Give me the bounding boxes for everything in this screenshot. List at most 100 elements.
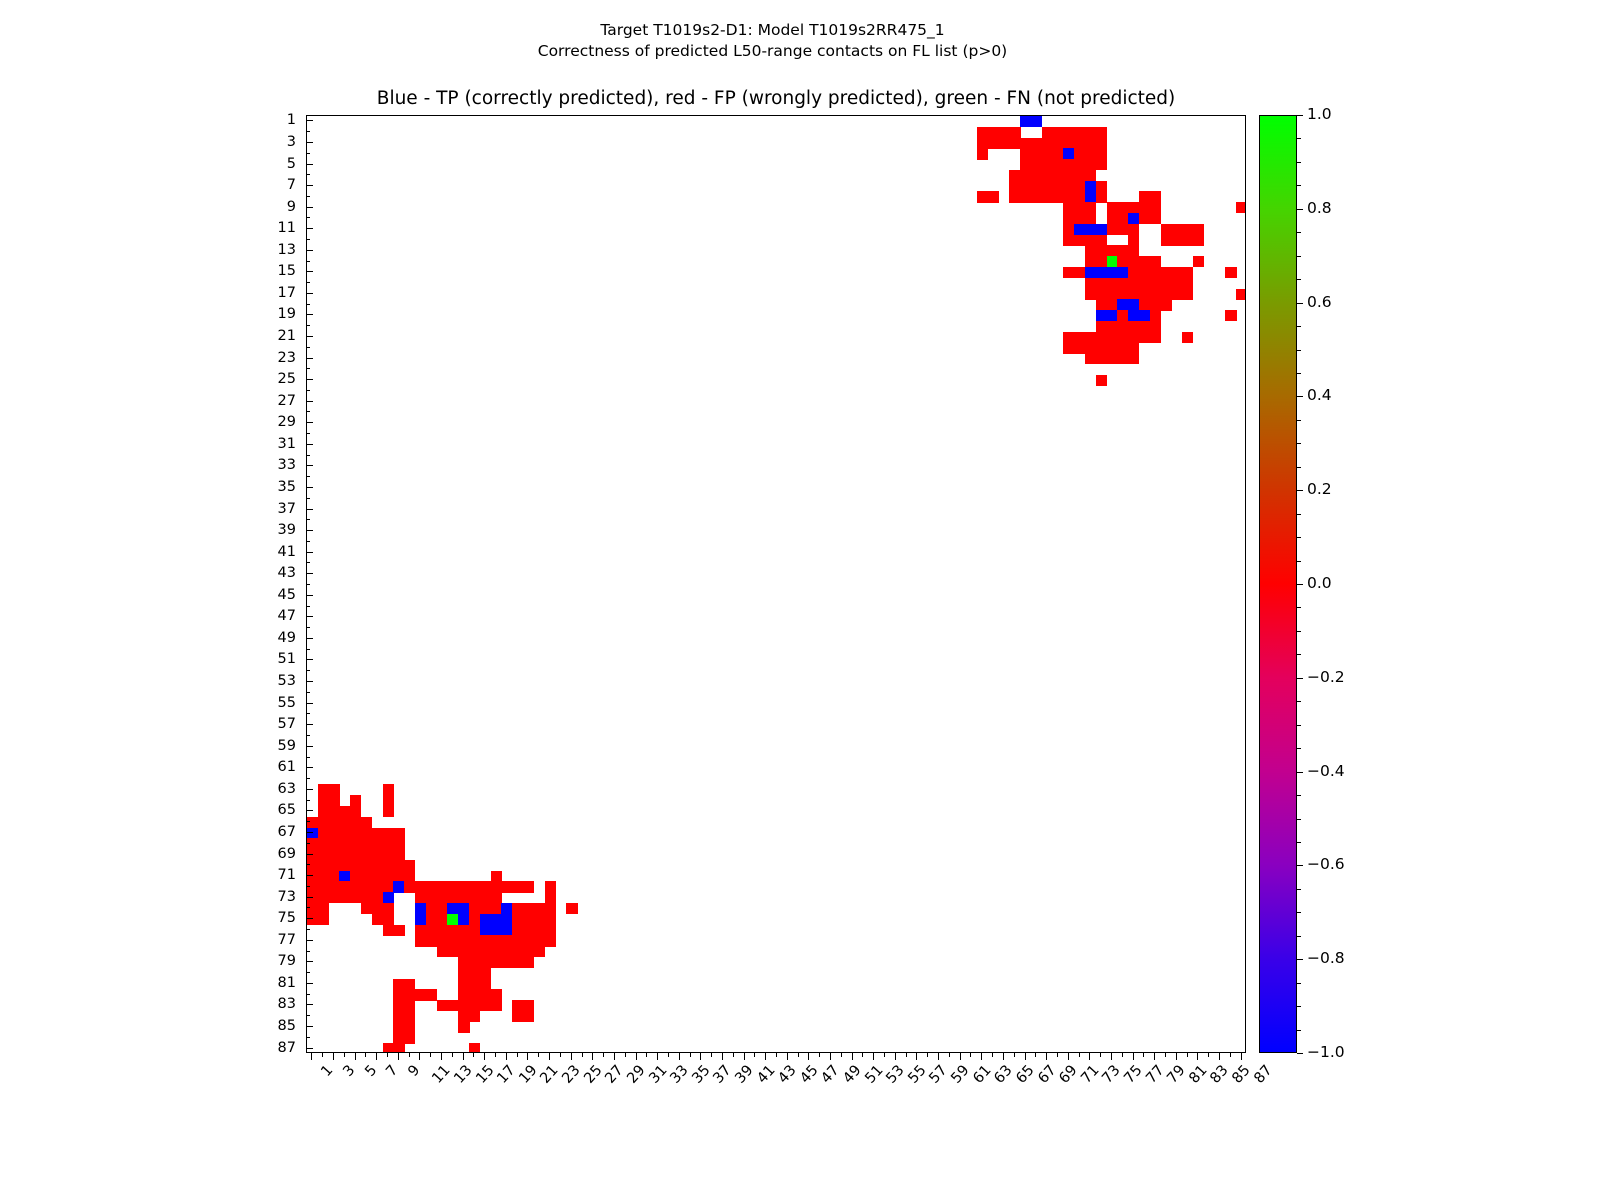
contact-cell: [371, 827, 384, 839]
contact-cell: [307, 903, 319, 915]
y-axis-tick: [306, 842, 310, 844]
x-axis-tick: [1121, 1053, 1123, 1057]
x-axis-tick: [732, 1053, 734, 1057]
figure-suptitle-line1: Target T1019s2-D1: Model T1019s2RR475_1: [600, 21, 945, 39]
y-axis-tick: [306, 120, 313, 122]
x-axis-tick-label: 49: [840, 1062, 864, 1086]
y-axis-tick-label: 57: [277, 716, 296, 733]
y-axis-tick: [306, 476, 310, 478]
contact-cell: [1009, 180, 1021, 192]
y-axis-tick-label: 69: [277, 845, 296, 862]
contact-cell: [458, 1021, 470, 1033]
contact-cell: [1084, 353, 1097, 365]
y-axis-tick: [306, 756, 310, 758]
contact-cell: [1117, 202, 1129, 214]
y-axis-tick: [306, 292, 313, 294]
contact-cell: [1020, 180, 1032, 192]
contact-map-plot[interactable]: [306, 115, 1246, 1053]
y-axis-tick: [306, 163, 313, 165]
y-axis-tick: [306, 584, 310, 585]
contact-cell: [479, 913, 492, 926]
contact-cell: [1063, 234, 1075, 246]
y-axis-tick: [306, 778, 310, 780]
y-axis-tick: [306, 788, 313, 790]
contact-cell: [1063, 169, 1075, 182]
y-axis-tick: [306, 497, 310, 499]
colorbar-tick-label: 0.2: [1307, 480, 1332, 499]
contact-cell: [501, 956, 513, 969]
contact-cell: [1106, 256, 1118, 268]
contact-cell: [1041, 169, 1053, 182]
y-axis-tick: [306, 368, 310, 370]
contact-cell: [447, 881, 459, 893]
y-axis-tick: [306, 993, 310, 995]
x-axis-tick: [322, 1053, 324, 1057]
contact-cell: [425, 913, 438, 926]
y-axis-tick-label: 75: [277, 910, 296, 927]
x-axis-tick-label-text: 23: [559, 1062, 584, 1087]
colorbar-tick: [1297, 279, 1301, 281]
x-axis-tick-label-text: 15: [473, 1062, 498, 1087]
contact-cell: [1149, 191, 1161, 203]
contact-cell: [1084, 288, 1097, 300]
y-axis-tick: [306, 691, 310, 693]
contact-cell: [404, 1021, 416, 1033]
y-axis-tick: [306, 670, 310, 672]
colorbar-tick: [1297, 748, 1301, 750]
y-axis-tick: [306, 422, 313, 424]
y-axis-tick-label: 65: [277, 802, 296, 819]
contact-cell: [350, 838, 362, 850]
contact-cell: [382, 870, 394, 882]
contact-cell: [987, 126, 999, 138]
x-axis-tick: [1164, 1053, 1166, 1057]
y-axis-tick: [306, 594, 313, 596]
y-axis-tick: [306, 605, 310, 607]
colorbar-tick: [1297, 138, 1301, 140]
colorbar[interactable]: [1259, 115, 1297, 1053]
contact-cell: [393, 978, 405, 990]
contact-cell: [1009, 126, 1021, 138]
x-axis-tick: [754, 1053, 756, 1057]
colorbar-tick: [1297, 795, 1301, 797]
x-axis-tick-label: 79: [1165, 1062, 1189, 1086]
y-axis-tick: [306, 530, 313, 532]
contact-cell: [512, 913, 524, 926]
contact-cell: [317, 859, 330, 872]
contact-cell: [307, 892, 319, 904]
y-axis-tick: [306, 929, 310, 930]
contact-cell: [1095, 191, 1107, 203]
x-axis-tick: [430, 1053, 432, 1057]
x-axis-tick-label-text: 65: [1013, 1062, 1038, 1087]
x-axis-tick: [1186, 1053, 1188, 1057]
y-axis-tick: [306, 217, 310, 219]
contact-cell: [1074, 169, 1086, 182]
colorbar-tick: [1297, 302, 1303, 304]
contact-cell: [1149, 331, 1161, 343]
contact-cell: [469, 881, 481, 893]
contact-cell: [1182, 277, 1194, 289]
contact-cell: [317, 795, 330, 807]
y-axis-tick: [306, 238, 310, 240]
y-axis-tick: [306, 896, 313, 898]
contact-cell: [1225, 266, 1237, 279]
contact-cell: [361, 903, 373, 915]
x-axis-tick-label: 43: [775, 1062, 800, 1087]
contact-cell: [393, 989, 405, 1001]
contact-cell: [458, 924, 470, 936]
contact-cell: [1052, 137, 1064, 149]
x-axis-tick-label-text: 13: [451, 1062, 476, 1087]
y-axis-tick-label: 27: [277, 392, 296, 409]
contact-cell: [1095, 320, 1107, 333]
contact-cell: [1128, 223, 1140, 236]
y-axis-tick-label: 1: [286, 112, 296, 129]
y-axis-tick: [306, 206, 313, 208]
x-axis-tick: [765, 1053, 767, 1060]
contact-cell: [1095, 310, 1107, 322]
x-axis-tick-label-text: 43: [775, 1062, 800, 1087]
contact-cell: [328, 881, 340, 893]
contact-cell: [1084, 277, 1097, 289]
axes-title-legend: Blue - TP (correctly predicted), red - F…: [376, 88, 1176, 109]
contact-cell: [458, 956, 470, 969]
contact-cell: [1020, 137, 1032, 149]
x-axis-tick-label-text: 85: [1229, 1062, 1254, 1087]
